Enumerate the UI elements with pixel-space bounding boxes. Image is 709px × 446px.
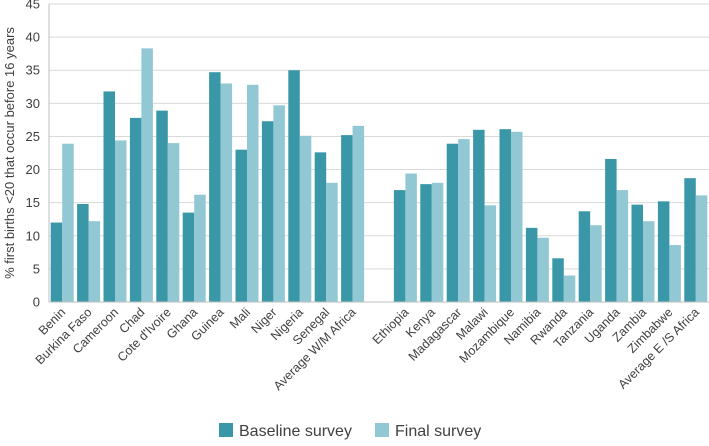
y-tick-label: 0 [33,295,40,310]
bar-baseline [525,227,538,302]
bar-baseline [235,149,247,302]
bar-final [326,182,338,302]
y-tick-label: 40 [26,30,40,45]
bar-final [405,173,417,302]
bar-baseline [288,70,300,302]
y-tick-label: 15 [26,195,40,210]
bar-baseline [261,121,274,302]
bar-final [220,83,233,302]
bar-final [115,140,127,302]
bar-final [511,131,523,302]
legend-swatch-baseline [219,423,233,437]
y-tick-labels: 0 5 10 15 20 25 30 35 40 45 [26,0,40,310]
bar-final [537,237,549,302]
bar-final [669,245,681,302]
bar-final [352,125,365,302]
legend-label-final: Final survey [395,423,481,440]
bars [50,48,708,303]
y-axis-label: % first births <20 that occur before 16 … [2,27,17,279]
y-tick-label: 45 [26,0,40,12]
bar-final [431,182,444,302]
bar-final [141,48,153,302]
bar-final [458,139,470,302]
y-tick-label: 25 [26,129,40,144]
bar-baseline [684,178,696,302]
bar-baseline [129,117,142,302]
x-tick-label: Ethiopia [370,305,412,347]
bar-baseline [446,143,459,302]
bar-final [167,143,180,302]
legend: Baseline survey Final survey [219,423,481,440]
legend-label-baseline: Baseline survey [239,423,352,440]
bar-baseline [552,258,564,302]
bar-final [299,135,312,302]
bar-baseline [605,158,617,302]
bar-baseline [499,129,511,302]
bar-baseline [657,201,670,302]
bar-baseline [103,91,115,302]
bar-final [616,190,629,302]
bar-final [484,205,497,302]
bar-final [62,143,74,302]
bar-baseline [631,204,643,302]
y-tick-label: 30 [26,96,40,111]
bar-baseline [393,190,406,302]
y-tick-label: 10 [26,228,40,243]
y-tick-label: 20 [26,162,40,177]
bar-baseline [77,203,89,302]
bar-baseline [420,184,432,302]
bar-baseline [182,212,195,302]
bar-final [643,221,655,302]
bar-baseline [473,129,485,302]
y-tick-label: 35 [26,63,40,78]
bar-final [590,225,602,302]
bar-baseline [209,72,221,302]
bar-baseline [156,110,168,303]
axes [48,4,709,303]
bar-baseline [341,135,353,302]
bar-baseline [314,152,327,302]
y-tick-label: 5 [33,261,40,276]
bar-final [695,195,708,302]
bar-final [247,84,259,303]
bar-final [563,275,576,302]
bar-final [273,105,285,302]
bar-final [194,194,206,302]
legend-swatch-final [375,423,389,437]
bar-baseline [50,222,63,302]
bar-baseline [578,211,591,302]
bar-final [88,221,101,302]
